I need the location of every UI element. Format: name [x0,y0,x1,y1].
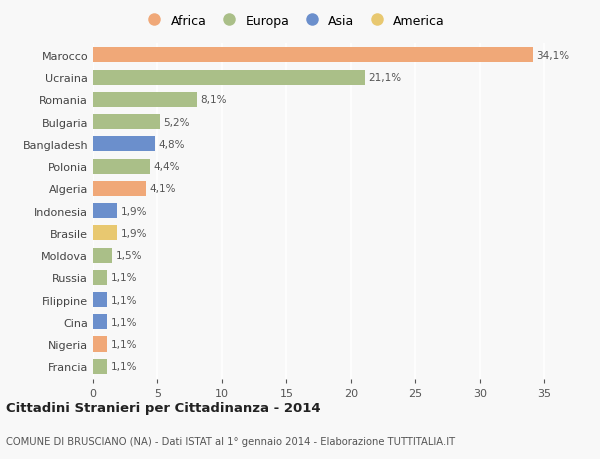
Text: 34,1%: 34,1% [536,51,569,61]
Bar [93,270,107,285]
Bar [93,48,533,63]
Bar [93,204,118,218]
Bar [93,115,160,130]
Bar [93,359,107,374]
Bar [93,181,146,196]
Bar [93,292,107,308]
Bar [93,337,107,352]
Text: 4,4%: 4,4% [153,162,179,172]
Bar [93,137,155,152]
Bar [93,226,118,241]
Text: 4,8%: 4,8% [158,140,185,150]
Bar [93,248,112,263]
Text: 21,1%: 21,1% [368,73,401,83]
Bar [93,93,197,108]
Text: 1,1%: 1,1% [110,339,137,349]
Text: 1,1%: 1,1% [110,295,137,305]
Text: 1,9%: 1,9% [121,228,147,238]
Text: 1,5%: 1,5% [116,251,142,261]
Text: 5,2%: 5,2% [163,118,190,127]
Text: 1,1%: 1,1% [110,317,137,327]
Legend: Africa, Europa, Asia, America: Africa, Europa, Asia, America [142,15,445,28]
Text: Cittadini Stranieri per Cittadinanza - 2014: Cittadini Stranieri per Cittadinanza - 2… [6,401,320,414]
Text: COMUNE DI BRUSCIANO (NA) - Dati ISTAT al 1° gennaio 2014 - Elaborazione TUTTITAL: COMUNE DI BRUSCIANO (NA) - Dati ISTAT al… [6,437,455,446]
Text: 1,9%: 1,9% [121,206,147,216]
Text: 8,1%: 8,1% [200,95,227,105]
Text: 4,1%: 4,1% [149,184,176,194]
Text: 1,1%: 1,1% [110,362,137,371]
Bar [93,314,107,330]
Text: 1,1%: 1,1% [110,273,137,283]
Bar [93,159,150,174]
Bar [93,70,365,85]
